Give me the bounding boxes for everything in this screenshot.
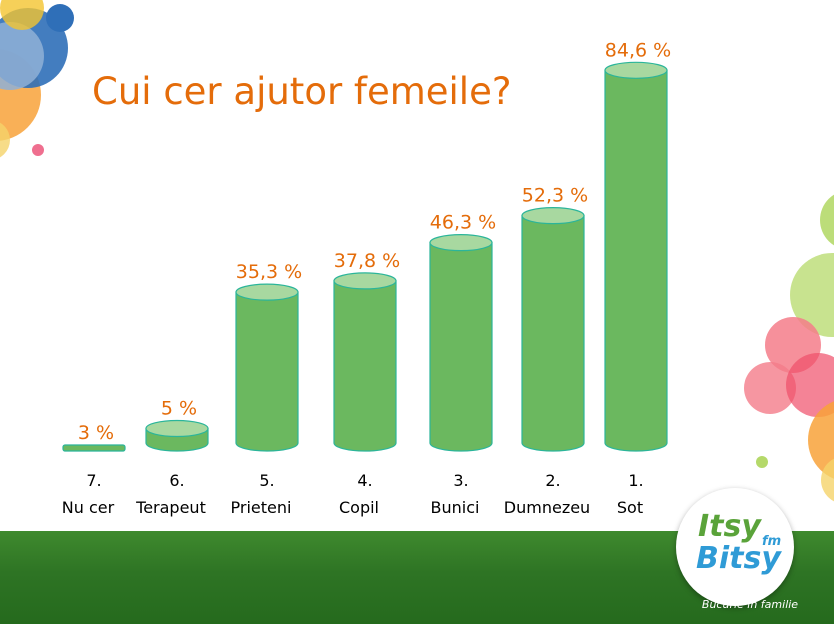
bar-top: [604, 61, 668, 79]
bubble: [820, 194, 834, 246]
category-label: Bunici: [431, 498, 480, 517]
bubble: [0, 22, 44, 90]
bubble: [790, 253, 834, 337]
category-label: Nu cer: [62, 498, 115, 517]
bubble: [744, 362, 796, 414]
data-label: 37,8 %: [334, 250, 400, 272]
category-rank: 4.: [357, 471, 372, 490]
logo-text-fm: fm: [762, 534, 782, 549]
data-label: 46,3 %: [430, 212, 496, 234]
category-rank: 7.: [86, 471, 101, 490]
category-label: Terapeut: [135, 498, 206, 517]
category-rank: 2.: [545, 471, 560, 490]
bar-top: [235, 283, 299, 301]
bar-top: [521, 207, 585, 225]
category-rank: 1.: [628, 471, 643, 490]
bar: [521, 215, 585, 452]
bubble: [32, 144, 44, 156]
logo-text-itsy: Itsy: [698, 509, 761, 544]
chart-title: Cui cer ajutor femeile?: [92, 70, 512, 113]
logo-text-bitsy: Bitsy: [696, 541, 781, 576]
bar-top: [333, 272, 397, 290]
bar: [604, 69, 668, 452]
category-label: Prieteni: [231, 498, 292, 517]
bubble: [0, 122, 10, 158]
logo-tagline: Bucurie în familie: [701, 598, 799, 611]
data-label: 3 %: [78, 422, 114, 444]
data-label: 52,3 %: [522, 185, 588, 207]
bar: [429, 242, 493, 452]
category-rank: 6.: [169, 471, 184, 490]
category-label: Dumnezeu: [504, 498, 590, 517]
bubble: [46, 4, 74, 32]
bar: [62, 444, 126, 452]
data-label: 35,3 %: [236, 261, 302, 283]
data-label: 84,6 %: [605, 39, 671, 61]
bubble: [0, 0, 44, 30]
bubble: [821, 458, 834, 502]
category-label: Copil: [339, 498, 379, 517]
bar: [333, 280, 397, 452]
category-rank: 3.: [453, 471, 468, 490]
bar-chart: 3 % 7. Nu cer 5 % 6. Terapeut 35,3 % 5. Prieteni…: [62, 39, 671, 517]
data-label: 5 %: [161, 398, 197, 420]
bubble: [808, 401, 834, 479]
bubble: [756, 456, 768, 468]
category-label: Sot: [617, 498, 643, 517]
station-logo: Itsy fm Bitsy: [676, 488, 794, 606]
bar-top: [145, 419, 209, 438]
category-rank: 5.: [259, 471, 274, 490]
bubble: [786, 353, 834, 417]
bar: [235, 291, 299, 452]
bar-top: [429, 234, 493, 252]
